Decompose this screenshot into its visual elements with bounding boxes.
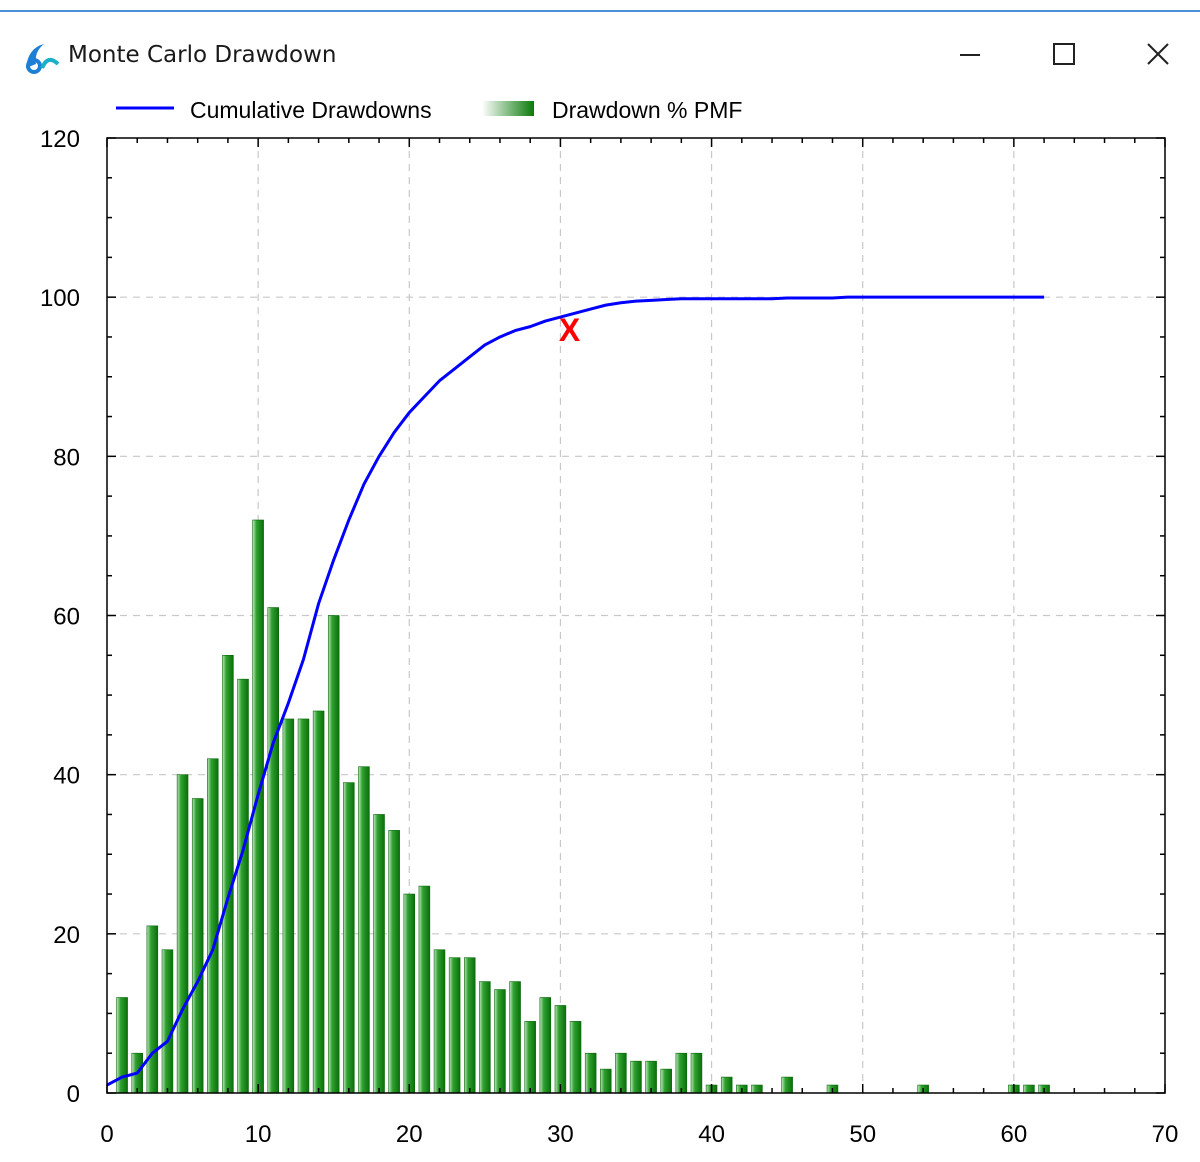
pmf-bar: [630, 1060, 642, 1094]
pmf-bar: [207, 758, 219, 1094]
pmf-bar: [660, 1068, 672, 1094]
marker-x-annotation: X: [559, 312, 581, 348]
legend-label-cumulative: Cumulative Drawdowns: [190, 97, 432, 123]
axis-ticks: [106, 137, 1166, 1094]
pmf-bar: [600, 1068, 612, 1094]
y-tick-label: 40: [53, 763, 80, 790]
pmf-bar: [690, 1052, 703, 1094]
pmf-bar: [464, 957, 476, 1094]
pmf-bar: [297, 718, 310, 1094]
y-tick-label: 80: [53, 444, 80, 471]
pmf-bar: [343, 782, 355, 1094]
x-tick-labels: 0 10 20 30 40 50 60 70: [100, 1121, 1178, 1148]
pmf-bar: [403, 893, 416, 1094]
pmf-bar: [388, 830, 400, 1094]
cumulative-line: [106, 295, 1045, 1087]
minimize-button[interactable]: [940, 32, 1000, 76]
grid-lines: [107, 138, 1165, 1093]
y-tick-labels: 0 20 40 60 80 100 120: [40, 126, 80, 1108]
pmf-bar: [146, 925, 159, 1094]
window-title: Monte Carlo Drawdown: [68, 42, 337, 68]
maximize-icon: [1053, 43, 1075, 65]
legend-bar-swatch: [482, 101, 534, 116]
window-top-border: [0, 10, 1200, 12]
x-tick-label: 70: [1152, 1121, 1179, 1148]
pmf-bar: [554, 1005, 567, 1094]
pmf-bar: [479, 981, 491, 1094]
pmf-bar: [312, 710, 325, 1094]
x-tick-label: 20: [396, 1121, 423, 1148]
pmf-bar: [418, 885, 431, 1094]
pmf-bar: [373, 814, 385, 1094]
pmf-bar: [237, 678, 249, 1094]
chart-legend: Cumulative Drawdowns Drawdown % PMF: [116, 97, 742, 123]
pmf-bar: [509, 981, 521, 1094]
pmf-bar: [327, 615, 340, 1094]
close-button[interactable]: [1128, 32, 1188, 76]
drawdown-chart: Cumulative Drawdowns Drawdown % PMF 0 10 2…: [40, 97, 1178, 1148]
y-tick-label: 120: [40, 126, 80, 153]
x-tick-label: 40: [698, 1121, 725, 1148]
pmf-bar: [675, 1052, 688, 1094]
pmf-bar: [176, 774, 189, 1094]
pmf-bar: [569, 1021, 582, 1094]
pmf-bar: [358, 766, 370, 1094]
pmf-bar: [539, 997, 552, 1094]
x-tick-label: 0: [100, 1121, 113, 1148]
y-tick-label: 60: [53, 604, 80, 631]
pmf-bar: [751, 1084, 763, 1094]
annotations: X: [559, 312, 581, 348]
title-bar[interactable]: Monte Carlo Drawdown: [0, 12, 1200, 74]
x-tick-label: 30: [547, 1121, 574, 1148]
pmf-bar: [433, 949, 446, 1094]
pmf-bar: [267, 607, 279, 1094]
pmf-bar: [222, 654, 234, 1094]
y-tick-label: 20: [53, 922, 80, 949]
pmf-bar: [282, 718, 295, 1094]
maximize-button[interactable]: [1034, 32, 1094, 76]
pmf-bars: [116, 519, 1050, 1094]
pmf-bar: [494, 989, 506, 1094]
close-icon: [1147, 43, 1169, 65]
pmf-bar: [584, 1052, 597, 1094]
pmf-bar: [781, 1076, 793, 1094]
pmf-bar: [524, 1021, 536, 1094]
pmf-bar: [720, 1076, 733, 1094]
pmf-bar: [448, 957, 461, 1094]
cumulative-line-path: [106, 295, 1045, 1087]
app-logo-icon: [26, 44, 60, 74]
x-tick-label: 50: [849, 1121, 876, 1148]
y-tick-label: 100: [40, 285, 80, 312]
minimize-icon: [960, 54, 980, 56]
legend-label-pmf: Drawdown % PMF: [552, 97, 742, 123]
x-tick-label: 60: [1001, 1121, 1028, 1148]
x-tick-label: 10: [245, 1121, 272, 1148]
pmf-bar: [191, 798, 204, 1094]
pmf-bar: [1023, 1084, 1035, 1094]
y-tick-label: 0: [67, 1081, 80, 1108]
pmf-bar: [161, 949, 174, 1094]
pmf-bar: [615, 1052, 627, 1094]
